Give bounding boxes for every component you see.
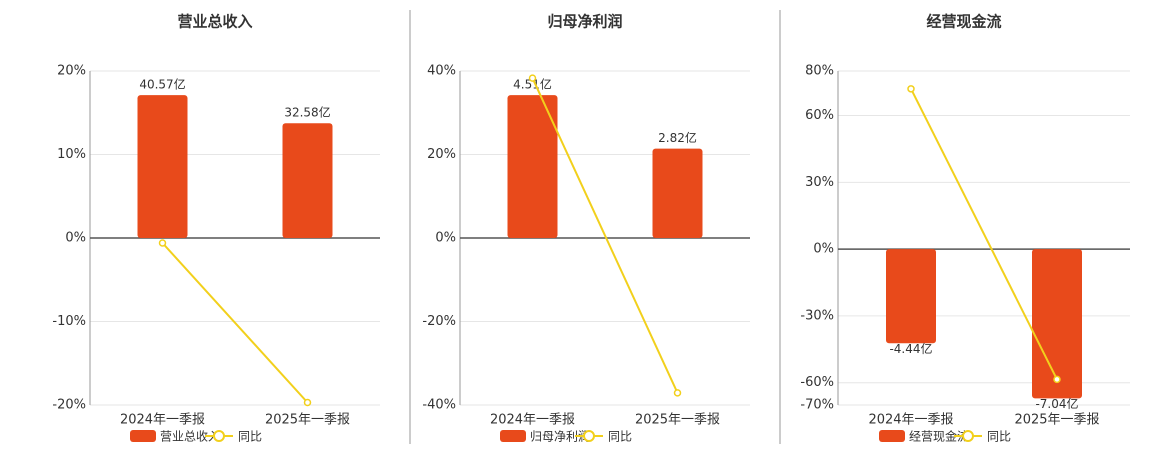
y-tick-label: 0% xyxy=(435,231,456,246)
x-tick-label: 2024年一季报 xyxy=(868,413,953,428)
line-point xyxy=(1053,375,1061,384)
legend-marker xyxy=(583,430,595,442)
y-tick-label: -20% xyxy=(422,314,456,329)
bar xyxy=(507,95,558,238)
bar xyxy=(652,148,703,238)
line-point xyxy=(907,85,915,93)
legend-label: 经营现金流 xyxy=(909,429,969,444)
y-tick-label: 20% xyxy=(427,147,456,162)
chart-title: 营业总收入 xyxy=(177,13,252,31)
y-tick-label: 0% xyxy=(65,231,86,246)
line xyxy=(531,77,679,394)
x-tick-label: 2025年一季报 xyxy=(1014,413,1099,428)
legend-swatch xyxy=(500,430,526,442)
y-tick-label: 40% xyxy=(427,64,456,79)
y-tick-label: -40% xyxy=(422,398,456,413)
data-label: 32.58亿 xyxy=(284,105,330,120)
y-tick-label: -60% xyxy=(800,375,834,390)
bar xyxy=(137,95,188,238)
data-label: 40.57亿 xyxy=(139,77,185,92)
data-label: -7.04亿 xyxy=(1035,396,1078,411)
y-tick-label: 80% xyxy=(805,64,834,79)
chart-title: 归母净利润 xyxy=(547,13,622,31)
legend-marker xyxy=(213,430,225,442)
y-tick-label: 10% xyxy=(57,147,86,162)
legend-label: 同比 xyxy=(608,430,632,444)
data-label: 4.51亿 xyxy=(513,77,552,92)
legend-label: 营业总收入 xyxy=(160,430,220,444)
line xyxy=(910,88,1058,380)
y-tick-label: -10% xyxy=(52,314,86,329)
legend-marker xyxy=(962,430,974,442)
y-tick-label: -70% xyxy=(800,398,834,413)
y-tick-label: 60% xyxy=(805,108,834,123)
y-tick-label: 20% xyxy=(57,64,86,79)
line-point xyxy=(673,389,682,397)
x-tick-label: 2025年一季报 xyxy=(265,413,350,428)
line-point xyxy=(528,74,537,82)
legend-swatch xyxy=(130,430,156,442)
bar xyxy=(886,249,936,344)
line-point xyxy=(158,239,167,247)
y-tick-label: -20% xyxy=(52,398,86,413)
line xyxy=(161,242,309,404)
data-label: 2.82亿 xyxy=(658,130,697,145)
line-point xyxy=(303,398,312,407)
legend-label: 归母净利润 xyxy=(530,430,590,444)
y-tick-label: 30% xyxy=(805,175,834,190)
x-tick-label: 2024年一季报 xyxy=(490,413,575,428)
x-tick-label: 2025年一季报 xyxy=(635,413,720,428)
y-tick-label: 0% xyxy=(813,242,834,257)
bar xyxy=(1032,249,1082,399)
data-label: -4.44亿 xyxy=(889,341,932,356)
legend-label: 同比 xyxy=(238,430,262,444)
x-tick-label: 2024年一季报 xyxy=(120,413,205,428)
legend-label: 同比 xyxy=(987,430,1011,444)
legend-swatch xyxy=(879,430,905,442)
chart-title: 经营现金流 xyxy=(926,13,1001,31)
y-tick-label: -30% xyxy=(800,308,834,323)
bar xyxy=(282,123,333,238)
